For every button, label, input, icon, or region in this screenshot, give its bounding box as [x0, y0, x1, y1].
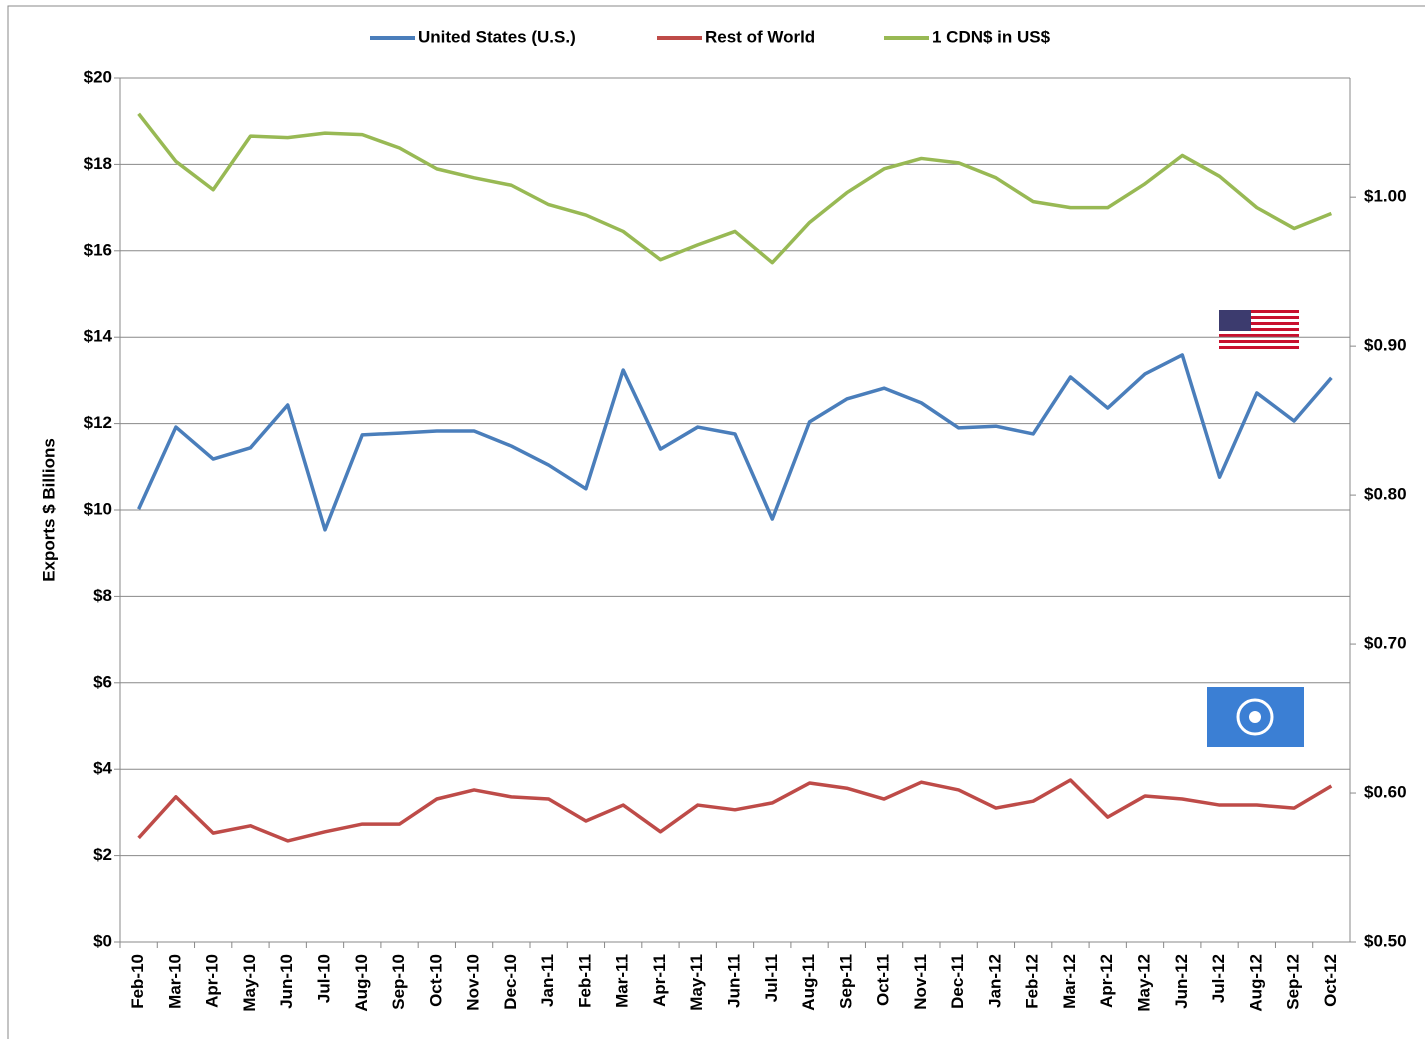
y2-tick-label: $0.60 [1364, 783, 1407, 802]
x-tick-label: Mar-11 [613, 954, 632, 1008]
y-tick-label: $4 [93, 759, 112, 778]
x-tick-label: Feb-12 [1023, 954, 1042, 1009]
x-tick-label: Sep-10 [389, 954, 408, 1010]
x-tick-label: Apr-11 [650, 954, 669, 1007]
x-tick-label: Mar-12 [1060, 954, 1079, 1009]
x-tick-label: Jun-12 [1172, 954, 1191, 1009]
y-tick-label: $6 [93, 672, 112, 691]
x-tick-label: Mar-10 [165, 954, 184, 1009]
x-tick-label: Jun-11 [724, 954, 743, 1008]
x-tick-label: Jan-12 [985, 954, 1004, 1008]
chart-frame [7, 5, 1425, 1044]
x-tick-label: Sep-12 [1284, 954, 1303, 1010]
legend-label: Rest of World [705, 27, 815, 46]
y2-tick-label: $0.50 [1364, 931, 1407, 950]
x-tick-label: Oct-12 [1321, 954, 1340, 1007]
y-tick-label: $20 [84, 67, 112, 86]
x-tick-label: May-10 [240, 954, 259, 1012]
y2-tick-label: $0.70 [1364, 634, 1407, 653]
x-tick-label: Jul-12 [1209, 954, 1228, 1003]
x-tick-label: Apr-10 [203, 954, 222, 1008]
y-tick-label: $14 [84, 327, 113, 346]
x-tick-label: Aug-12 [1246, 954, 1265, 1012]
x-tick-label: Dec-11 [948, 954, 967, 1009]
un-flag [1207, 687, 1304, 747]
x-tick-label: Jan-11 [538, 954, 557, 1007]
x-tick-label: Feb-11 [575, 954, 594, 1008]
x-tick-label: Oct-10 [426, 954, 445, 1007]
y-tick-label: $8 [93, 586, 112, 605]
y2-tick-label: $1.00 [1364, 187, 1407, 206]
y-tick-label: $16 [84, 240, 112, 259]
x-tick-label: Jun-10 [277, 954, 296, 1009]
x-tick-label: Feb-10 [128, 954, 147, 1009]
y-tick-label: $2 [93, 845, 112, 864]
y2-tick-label: $0.90 [1364, 336, 1407, 355]
y-tick-label: $10 [84, 499, 112, 518]
x-tick-label: May-12 [1134, 954, 1153, 1012]
x-tick-label: Sep-11 [836, 954, 855, 1009]
x-tick-label: Nov-10 [464, 954, 483, 1011]
series-line [137, 778, 1333, 843]
x-tick-label: Apr-12 [1097, 954, 1116, 1008]
us-flag [1219, 310, 1299, 350]
x-tick-label: Dec-10 [501, 954, 520, 1010]
x-tick-label: Aug-10 [352, 954, 371, 1012]
series-line [137, 353, 1333, 532]
y-tick-label: $0 [93, 931, 112, 950]
legend-label: United States (U.S.) [418, 27, 576, 46]
y2-tick-label: $0.80 [1364, 485, 1407, 504]
x-tick-label: Aug-11 [799, 954, 818, 1011]
y-tick-label: $12 [84, 413, 112, 432]
x-tick-label: Nov-11 [911, 954, 930, 1010]
y-axis-label: Exports $ Billions [39, 438, 58, 582]
x-tick-label: Oct-11 [874, 954, 893, 1006]
legend-label: 1 CDN$ in US$ [932, 27, 1051, 46]
y-tick-label: $18 [84, 154, 112, 173]
x-tick-label: Jul-10 [314, 954, 333, 1003]
x-tick-label: May-11 [687, 954, 706, 1011]
x-tick-label: Jul-11 [762, 954, 781, 1002]
series-line [137, 112, 1333, 265]
